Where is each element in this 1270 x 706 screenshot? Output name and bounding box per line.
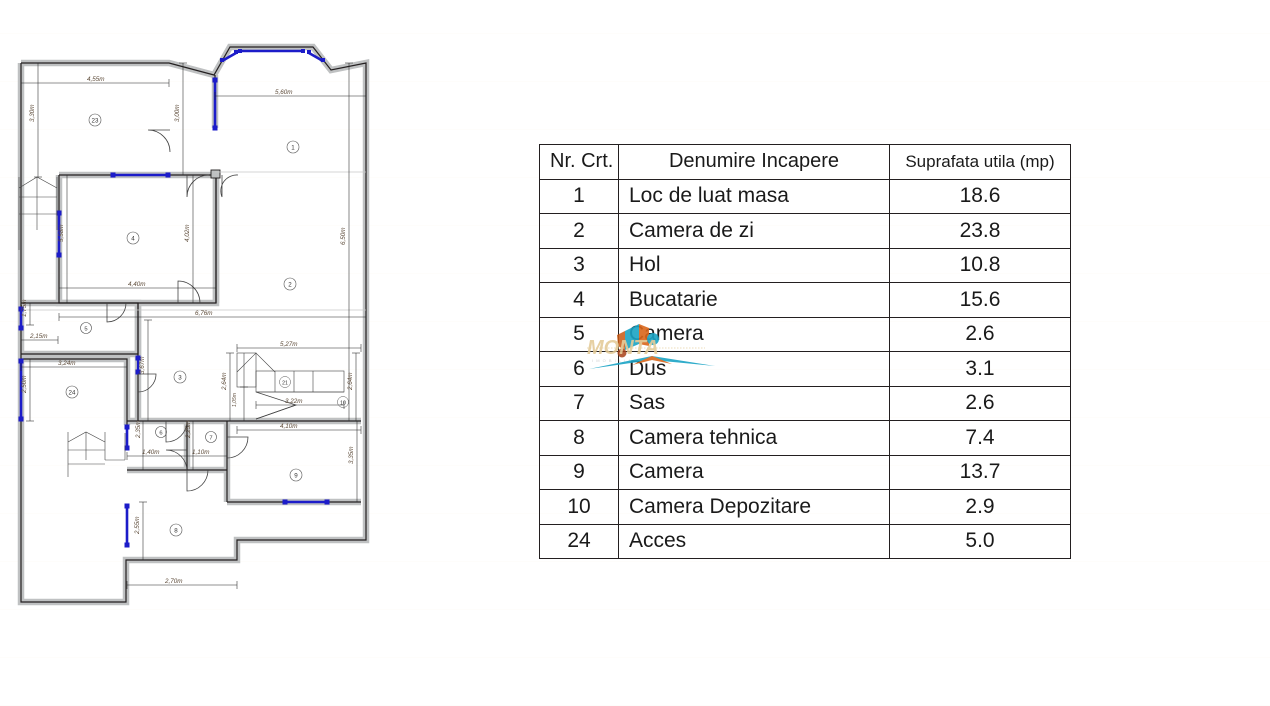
svg-text:1,75m: 1,75m — [21, 299, 28, 317]
svg-text:2,70m: 2,70m — [164, 578, 183, 585]
svg-text:1: 1 — [291, 144, 295, 151]
svg-text:3,67m: 3,67m — [139, 356, 146, 374]
svg-text:4,55m: 4,55m — [87, 76, 105, 83]
svg-text:1,05m: 1,05m — [232, 393, 238, 407]
svg-text:6: 6 — [159, 430, 162, 436]
svg-text:2: 2 — [288, 281, 292, 288]
svg-text:7: 7 — [209, 435, 212, 441]
svg-text:3,00m: 3,00m — [174, 104, 181, 122]
svg-text:3,35m: 3,35m — [348, 446, 355, 464]
svg-text:3,22m: 3,22m — [285, 398, 303, 405]
svg-text:4: 4 — [131, 235, 135, 242]
svg-text:3,24m: 3,24m — [58, 360, 76, 367]
svg-text:2,64m: 2,64m — [221, 372, 228, 391]
svg-text:5,58m: 5,58m — [58, 224, 65, 242]
svg-text:2,15m: 2,15m — [29, 333, 48, 340]
svg-text:2,55m: 2,55m — [134, 516, 141, 535]
svg-text:4,10m: 4,10m — [280, 423, 298, 430]
svg-text:24: 24 — [69, 389, 76, 396]
svg-text:5,60m: 5,60m — [275, 89, 293, 96]
svg-text:9: 9 — [294, 472, 298, 479]
svg-text:10: 10 — [340, 400, 346, 406]
svg-text:4,02m: 4,02m — [184, 224, 191, 242]
svg-text:1,10m: 1,10m — [192, 449, 210, 456]
svg-text:1,40m: 1,40m — [142, 449, 160, 456]
svg-text:3: 3 — [178, 374, 182, 381]
svg-text:21: 21 — [282, 380, 288, 386]
svg-text:2,25m: 2,25m — [185, 420, 192, 439]
svg-text:8: 8 — [174, 527, 178, 534]
svg-text:5,27m: 5,27m — [280, 341, 298, 348]
svg-text:5: 5 — [84, 326, 87, 332]
svg-text:2,50m: 2,50m — [21, 375, 28, 394]
svg-text:4,40m: 4,40m — [128, 281, 146, 288]
svg-text:23: 23 — [92, 117, 99, 124]
svg-text:2,64m: 2,64m — [347, 372, 354, 391]
svg-text:3,30m: 3,30m — [29, 104, 36, 122]
svg-text:6,76m: 6,76m — [195, 310, 213, 317]
svg-text:2,35m: 2,35m — [135, 420, 142, 439]
svg-text:6,50m: 6,50m — [340, 227, 347, 245]
